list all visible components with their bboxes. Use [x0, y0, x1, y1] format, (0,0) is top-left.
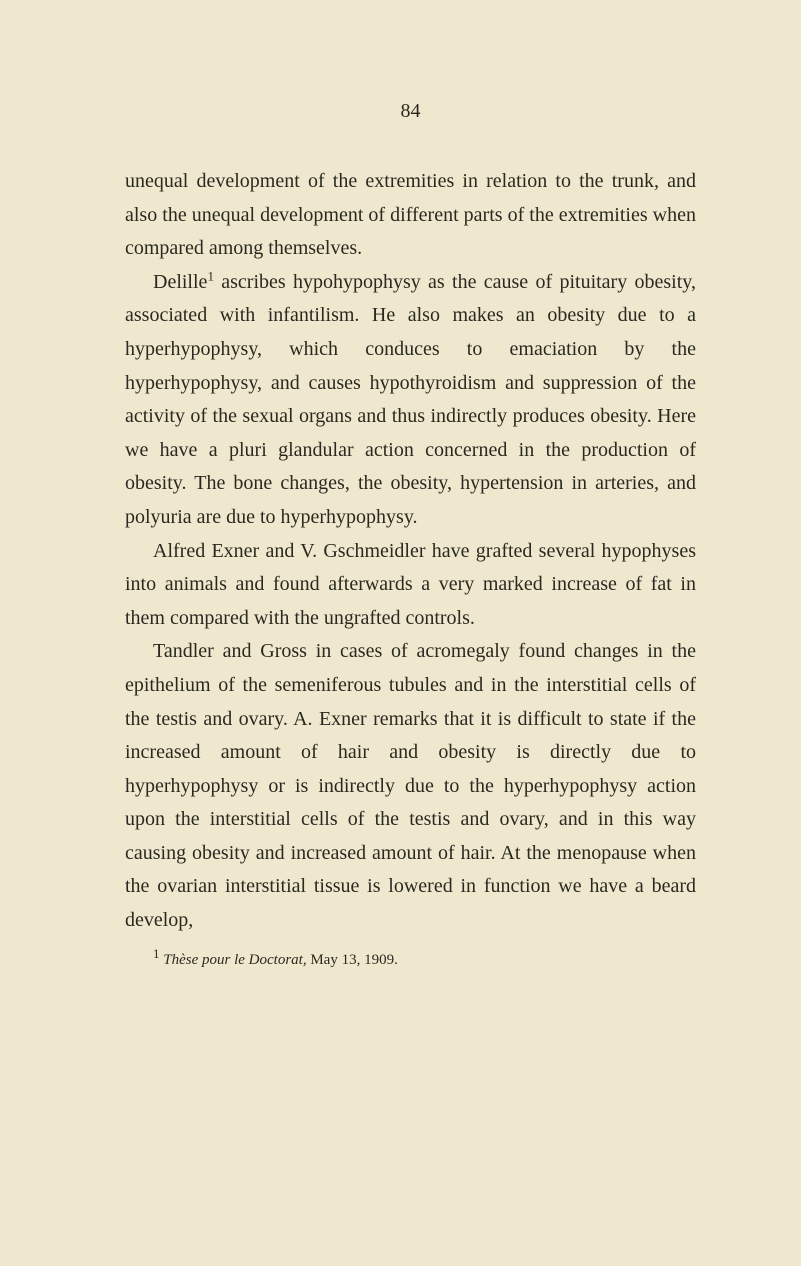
page-number: 84	[125, 100, 696, 123]
footnote-plain-text: May 13, 1909.	[307, 952, 398, 968]
paragraph-4: Tandler and Gross in cases of acromegaly…	[125, 635, 696, 937]
footnote-1: 1 Thèse pour le Doctorat, May 13, 1909.	[125, 952, 696, 969]
p3-text: Alfred Exner and V. Gschmeidler have gra…	[125, 540, 696, 629]
footnote-italic-text: Thèse pour le Doctorat,	[160, 952, 307, 968]
p4-text: Tandler and Gross in cases of acromegaly…	[125, 640, 696, 931]
body-text-container: unequal development of the extremities i…	[125, 165, 696, 938]
paragraph-3: Alfred Exner and V. Gschmeidler have gra…	[125, 535, 696, 636]
p1-text: unequal development of the extremities i…	[125, 170, 696, 259]
p2-text-cont: ascribes hypohypophysy as the cause of p…	[125, 271, 696, 528]
document-page: 84 unequal development of the extremitie…	[0, 0, 801, 1029]
paragraph-2: Delille1 ascribes hypohypophysy as the c…	[125, 266, 696, 535]
paragraph-1: unequal development of the extremities i…	[125, 165, 696, 266]
p2-text-start: Delille	[153, 271, 207, 293]
